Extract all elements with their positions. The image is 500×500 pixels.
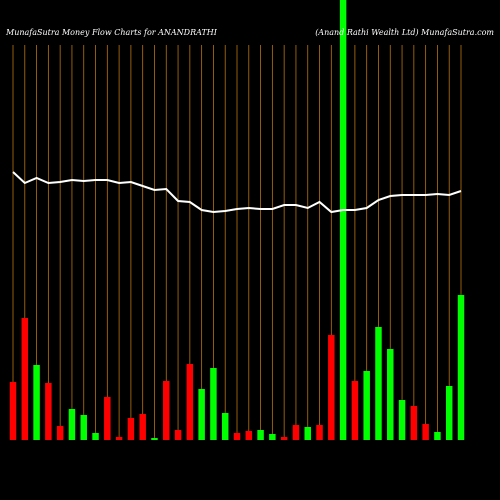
bar — [387, 349, 394, 440]
bar — [363, 371, 370, 440]
bar — [68, 409, 76, 440]
bar — [115, 437, 123, 440]
bar — [245, 431, 253, 440]
bar — [257, 430, 264, 440]
bar — [410, 406, 418, 440]
grid — [12, 45, 462, 440]
bar — [151, 438, 158, 440]
bar — [445, 386, 453, 440]
bar — [139, 414, 146, 440]
chart-subtitle: (Anand Rathi Wealth Ltd) MunafaSutra.com — [315, 28, 494, 37]
bar — [422, 424, 429, 440]
bar — [80, 415, 87, 440]
bar — [304, 427, 311, 440]
bar — [269, 434, 276, 440]
bar — [375, 327, 382, 440]
bar — [45, 383, 52, 440]
bar — [434, 432, 441, 440]
bar — [186, 364, 194, 440]
bar — [9, 382, 17, 440]
bar — [233, 433, 241, 440]
bar — [33, 365, 40, 440]
bar — [198, 389, 205, 440]
price-line — [12, 171, 462, 214]
bar — [328, 335, 335, 440]
bar — [163, 381, 170, 440]
bar — [457, 295, 465, 440]
bar — [174, 430, 182, 440]
bar — [104, 397, 111, 440]
bar — [127, 418, 135, 440]
bar — [292, 425, 300, 440]
bar — [210, 368, 217, 440]
bar — [56, 426, 64, 440]
lines — [12, 171, 462, 214]
bar — [280, 437, 288, 440]
bar — [221, 413, 229, 440]
bar — [398, 400, 406, 440]
bar — [21, 318, 29, 440]
bar — [339, 0, 347, 440]
bar — [316, 425, 323, 440]
bars — [9, 0, 465, 440]
chart-title: MunafaSutra Money Flow Charts for ANANDR… — [5, 28, 218, 37]
bar — [92, 433, 99, 440]
bar — [351, 381, 359, 440]
